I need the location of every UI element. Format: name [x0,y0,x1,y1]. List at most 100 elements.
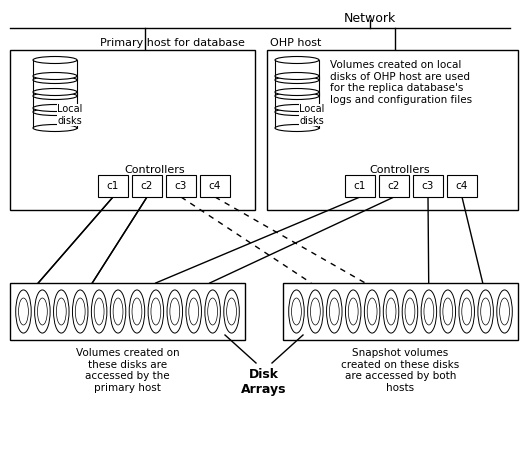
Ellipse shape [132,298,142,325]
Ellipse shape [33,88,77,95]
Ellipse shape [275,76,319,83]
Ellipse shape [33,57,77,64]
Ellipse shape [326,290,342,333]
Text: Volumes created on local
disks of OHP host are used
for the replica database's
l: Volumes created on local disks of OHP ho… [330,60,472,105]
Ellipse shape [275,88,319,95]
Bar [166,175,196,197]
Text: Controllers: Controllers [370,165,430,175]
Ellipse shape [33,104,77,111]
Text: Network: Network [344,12,396,25]
Ellipse shape [275,104,319,111]
Ellipse shape [275,109,319,116]
Bar [379,175,409,197]
Ellipse shape [329,298,339,325]
Ellipse shape [405,298,415,325]
Bar [447,175,477,197]
Ellipse shape [33,73,77,80]
Ellipse shape [37,298,48,325]
Ellipse shape [383,290,399,333]
Ellipse shape [94,298,104,325]
Bar [275,92,319,112]
Text: c3: c3 [422,181,434,191]
Text: c1: c1 [107,181,119,191]
Bar [267,50,518,210]
Ellipse shape [499,298,510,325]
Ellipse shape [167,290,183,333]
Text: Controllers: Controllers [125,165,185,175]
Bar [275,76,319,96]
Ellipse shape [33,124,77,132]
Text: c2: c2 [141,181,153,191]
Ellipse shape [367,298,377,325]
Ellipse shape [189,298,199,325]
Ellipse shape [91,290,107,333]
Text: Snapshot volumes
created on these disks
are accessed by both
hosts: Snapshot volumes created on these disks … [342,348,460,393]
Ellipse shape [205,290,220,333]
Ellipse shape [462,298,472,325]
Bar [275,108,319,128]
Ellipse shape [402,290,418,333]
Text: c4: c4 [209,181,221,191]
Ellipse shape [308,290,323,333]
Text: Primary host for database: Primary host for database [100,38,245,48]
Ellipse shape [275,124,319,132]
Ellipse shape [76,298,85,325]
Ellipse shape [291,298,301,325]
Ellipse shape [275,93,319,100]
Ellipse shape [480,298,491,325]
Ellipse shape [33,76,77,83]
Ellipse shape [275,73,319,80]
Bar [283,283,518,340]
Ellipse shape [459,290,475,333]
Ellipse shape [56,298,66,325]
Ellipse shape [148,290,164,333]
Ellipse shape [386,298,396,325]
Ellipse shape [421,290,437,333]
Bar [345,175,375,197]
Ellipse shape [113,298,123,325]
Text: c2: c2 [388,181,400,191]
Ellipse shape [33,109,77,116]
Ellipse shape [35,290,50,333]
Ellipse shape [289,290,304,333]
Ellipse shape [33,93,77,100]
Ellipse shape [16,290,31,333]
Text: Local
disks: Local disks [57,104,82,126]
Ellipse shape [275,57,319,64]
Bar [33,108,77,128]
Text: c4: c4 [456,181,468,191]
Ellipse shape [186,290,202,333]
Text: Local
disks: Local disks [299,104,324,126]
Bar [33,92,77,112]
Bar [33,60,77,80]
Ellipse shape [18,298,29,325]
Text: c1: c1 [354,181,366,191]
Ellipse shape [208,298,218,325]
Ellipse shape [110,290,126,333]
Ellipse shape [53,290,69,333]
Bar [98,175,128,197]
Bar [10,283,245,340]
Ellipse shape [424,298,434,325]
Bar [413,175,443,197]
Ellipse shape [310,298,320,325]
Ellipse shape [129,290,145,333]
Ellipse shape [72,290,88,333]
Ellipse shape [364,290,380,333]
Ellipse shape [151,298,161,325]
Ellipse shape [345,290,361,333]
Ellipse shape [443,298,452,325]
Text: Volumes created on
these disks are
accessed by the
primary host: Volumes created on these disks are acces… [76,348,180,393]
Ellipse shape [224,290,239,333]
Bar [200,175,230,197]
Text: OHP host: OHP host [270,38,322,48]
Text: Disk
Arrays: Disk Arrays [241,368,287,396]
Ellipse shape [497,290,512,333]
Ellipse shape [348,298,358,325]
Ellipse shape [170,298,180,325]
Ellipse shape [440,290,456,333]
Bar [33,76,77,96]
Ellipse shape [227,298,237,325]
Bar [275,60,319,80]
Bar [132,175,162,197]
